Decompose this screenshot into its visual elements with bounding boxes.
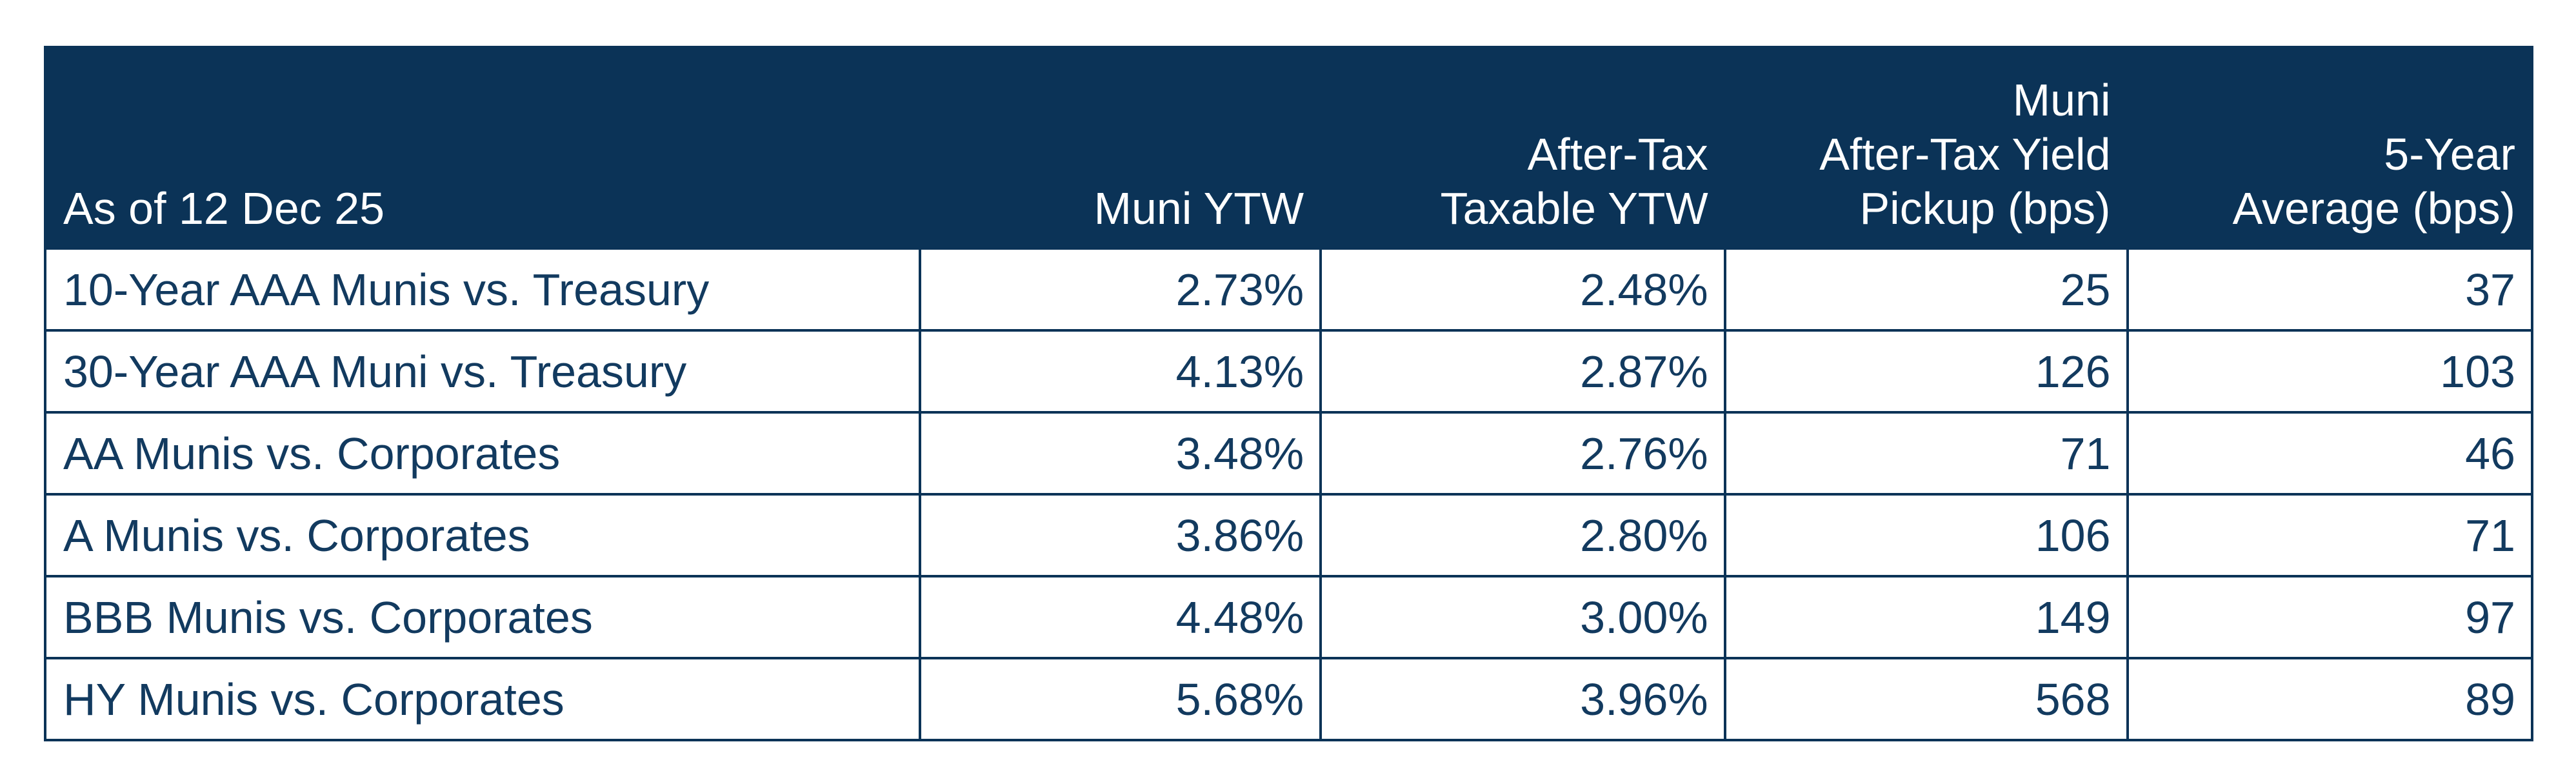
muni-ytw-cell: 4.13% — [921, 332, 1323, 411]
table-row: A Munis vs. Corporates 3.86% 2.80% 106 7… — [46, 493, 2531, 575]
table-row: AA Munis vs. Corporates 3.48% 2.76% 71 4… — [46, 411, 2531, 493]
row-label-cell: HY Munis vs. Corporates — [46, 659, 921, 739]
row-label-cell: 30-Year AAA Muni vs. Treasury — [46, 332, 921, 411]
muni-ytw-cell: 3.86% — [921, 496, 1323, 575]
after-tax-taxable-ytw-cell: 3.96% — [1322, 659, 1726, 739]
header-muni-after-tax-yield-pickup: Muni After-Tax Yield Pickup (bps) — [1819, 75, 2111, 234]
header-five-year-average: 5-Year Average (bps) — [2232, 129, 2515, 234]
five-year-average-bps-cell: 103 — [2440, 346, 2515, 397]
table-row: HY Munis vs. Corporates 5.68% 3.96% 568 … — [46, 657, 2531, 739]
five-year-average-bps-cell: 37 — [2465, 264, 2515, 315]
five-year-average-bps-cell: 46 — [2465, 428, 2515, 479]
row-label-cell: A Munis vs. Corporates — [46, 496, 921, 575]
pickup-bps-cell: 25 — [1726, 250, 2129, 329]
pickup-bps-cell: 106 — [1726, 496, 2129, 575]
pickup-bps-cell: 568 — [1726, 659, 2129, 739]
muni-ytw-cell: 3.48% — [921, 414, 1323, 493]
five-year-average-bps-cell: 97 — [2465, 592, 2515, 643]
after-tax-taxable-ytw-cell: 2.48% — [1322, 250, 1726, 329]
header-muni-ytw: Muni YTW — [1093, 183, 1304, 234]
pickup-bps-cell: 71 — [1726, 414, 2129, 493]
after-tax-taxable-ytw-cell: 2.76% — [1322, 414, 1726, 493]
table-header-row: As of 12 Dec 25 Muni YTW After-Tax Taxab… — [46, 48, 2531, 247]
muni-yield-comparison-table: As of 12 Dec 25 Muni YTW After-Tax Taxab… — [44, 46, 2533, 741]
header-as-of-date: As of 12 Dec 25 — [63, 183, 385, 234]
table-row: 10-Year AAA Munis vs. Treasury 2.73% 2.4… — [46, 247, 2531, 329]
row-label-cell: BBB Munis vs. Corporates — [46, 577, 921, 657]
muni-ytw-cell: 5.68% — [921, 659, 1323, 739]
after-tax-taxable-ytw-cell: 2.87% — [1322, 332, 1726, 411]
after-tax-taxable-ytw-cell: 3.00% — [1322, 577, 1726, 657]
five-year-average-bps-cell: 89 — [2465, 674, 2515, 725]
after-tax-taxable-ytw-cell: 2.80% — [1322, 496, 1726, 575]
five-year-average-bps-cell: 71 — [2465, 510, 2515, 561]
table-row: BBB Munis vs. Corporates 4.48% 3.00% 149… — [46, 575, 2531, 657]
muni-ytw-cell: 4.48% — [921, 577, 1323, 657]
pickup-bps-cell: 126 — [1726, 332, 2129, 411]
header-after-tax-taxable-ytw: After-Tax Taxable YTW — [1440, 129, 1708, 234]
pickup-bps-cell: 149 — [1726, 577, 2129, 657]
table-row: 30-Year AAA Muni vs. Treasury 4.13% 2.87… — [46, 329, 2531, 411]
row-label-cell: 10-Year AAA Munis vs. Treasury — [46, 250, 921, 329]
row-label-cell: AA Munis vs. Corporates — [46, 414, 921, 493]
muni-ytw-cell: 2.73% — [921, 250, 1323, 329]
